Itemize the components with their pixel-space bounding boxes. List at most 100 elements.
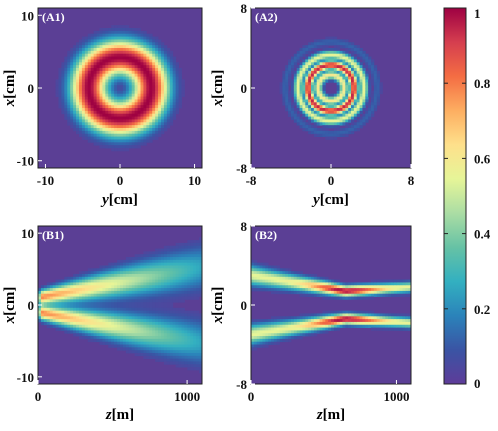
heatmap-cell (285, 99, 288, 102)
heatmap-cell (100, 65, 103, 68)
heatmap-cell (294, 102, 297, 105)
heatmap-cell (70, 117, 73, 120)
heatmap-cell (357, 102, 360, 105)
heatmap-cell (102, 79, 105, 82)
heatmap-cell (271, 282, 274, 285)
heatmap-cell (311, 280, 314, 283)
heatmap-cell (164, 359, 167, 362)
heatmap-cell (170, 117, 173, 120)
heatmap-cell (97, 137, 100, 140)
heatmap-cell (114, 145, 117, 148)
heatmap-cell (314, 54, 317, 57)
heatmap-cell (138, 347, 141, 350)
heatmap-cell (85, 333, 88, 336)
heatmap-cell (143, 91, 146, 94)
heatmap-cell (164, 319, 167, 322)
heatmap-cell (302, 274, 305, 277)
heatmap-cell (325, 51, 328, 54)
heatmap-cell (170, 353, 173, 356)
heatmap-cell (117, 85, 120, 88)
heatmap-cell (135, 319, 138, 322)
heatmap-cell (132, 268, 135, 271)
heatmap-cell (56, 294, 59, 297)
heatmap-cell (132, 311, 135, 314)
heatmap-cell (149, 125, 152, 128)
heatmap-cell (91, 71, 94, 74)
heatmap-cell (280, 330, 283, 333)
heatmap-cell (146, 45, 149, 48)
heatmap-cell (73, 277, 76, 280)
heatmap-cell (334, 62, 337, 65)
heatmap-cell (365, 119, 368, 122)
heatmap-cell (76, 94, 79, 97)
heatmap-cell (76, 82, 79, 85)
heatmap-cell (179, 313, 182, 316)
heatmap-cell (85, 85, 88, 88)
heatmap-cell (56, 308, 59, 311)
heatmap-cell (257, 322, 260, 325)
heatmap-cell (91, 65, 94, 68)
heatmap-cell (314, 117, 317, 120)
heatmap-cell (91, 139, 94, 142)
heatmap-cell (56, 325, 59, 328)
heatmap-cell (328, 108, 331, 111)
heatmap-cell (135, 277, 138, 280)
heatmap-cell (129, 57, 132, 60)
heatmap-cell (314, 71, 317, 74)
heatmap-cell (184, 350, 187, 353)
heatmap-cell (70, 102, 73, 105)
heatmap-cell (59, 313, 62, 316)
heatmap-cell (161, 325, 164, 328)
heatmap-cell (146, 114, 149, 117)
heatmap-cell (70, 294, 73, 297)
heatmap-cell (146, 34, 149, 37)
heatmap-cell (337, 285, 340, 288)
heatmap-cell (94, 119, 97, 122)
heatmap-cell (149, 305, 152, 308)
heatmap-cell (340, 111, 343, 114)
heatmap-cell (85, 74, 88, 77)
heatmap-cell (262, 268, 265, 271)
heatmap-cell (123, 134, 126, 137)
heatmap-cell (320, 54, 323, 57)
heatmap-cell (132, 37, 135, 40)
heatmap-cell (143, 37, 146, 40)
heatmap-cell (285, 316, 288, 319)
heatmap-cell (123, 268, 126, 271)
heatmap-cell (337, 122, 340, 125)
heatmap-cell (193, 291, 196, 294)
heatmap-cell (348, 82, 351, 85)
heatmap-cell (348, 282, 351, 285)
heatmap-cell (149, 71, 152, 74)
heatmap-cell (362, 71, 365, 74)
heatmap-cell (97, 74, 100, 77)
heatmap-cell (300, 294, 303, 297)
heatmap-cell (129, 322, 132, 325)
heatmap-cell (114, 31, 117, 34)
heatmap-cell (50, 305, 53, 308)
heatmap-cell (138, 299, 141, 302)
heatmap-cell (67, 114, 70, 117)
heatmap-cell (85, 131, 88, 134)
heatmap-cell (322, 311, 325, 314)
heatmap-cell (105, 88, 108, 91)
heatmap-cell (123, 333, 126, 336)
heatmap-cell (311, 282, 314, 285)
heatmap-cell (88, 99, 91, 102)
heatmap-cell (184, 319, 187, 322)
heatmap-cell (173, 57, 176, 60)
heatmap-cell (102, 313, 105, 316)
heatmap-cell (170, 311, 173, 314)
heatmap-cell (274, 316, 277, 319)
heatmap-cell (82, 119, 85, 122)
heatmap-cell (120, 313, 123, 316)
heatmap-cell (342, 291, 345, 294)
heatmap-cell (354, 297, 357, 300)
heatmap-cell (94, 294, 97, 297)
heatmap-cell (176, 65, 179, 68)
heatmap-cell (149, 42, 152, 45)
heatmap-cell (129, 82, 132, 85)
heatmap-cell (158, 42, 161, 45)
heatmap-cell (351, 288, 354, 291)
heatmap-cell (331, 79, 334, 82)
